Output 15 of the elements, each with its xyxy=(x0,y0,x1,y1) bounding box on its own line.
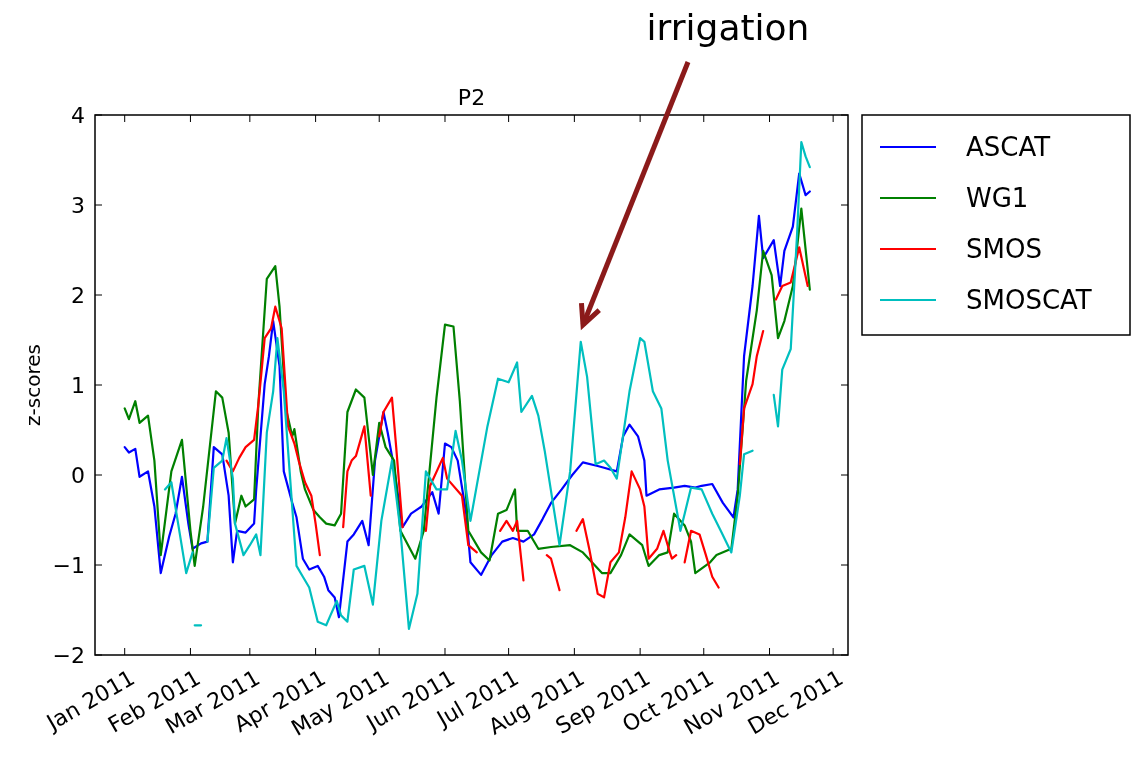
y-axis-title: z-scores xyxy=(21,344,45,426)
y-tick-label: 4 xyxy=(71,102,85,128)
y-tick-label: 0 xyxy=(71,462,85,488)
y-tick-label: −2 xyxy=(52,642,85,668)
legend-label: WG1 xyxy=(966,183,1029,214)
y-tick-label: −1 xyxy=(52,552,85,578)
line-series xyxy=(123,207,811,575)
y-tick-label: 3 xyxy=(71,192,85,218)
y-tick-label: 1 xyxy=(71,372,85,398)
legend-label: ASCAT xyxy=(966,132,1051,163)
text: irrigation xyxy=(646,7,810,48)
y-tick-label: 2 xyxy=(71,282,85,308)
legend-label: SMOS xyxy=(966,234,1042,265)
legend-label: SMOSCAT xyxy=(966,285,1092,316)
chart-title: P2 xyxy=(457,85,486,110)
